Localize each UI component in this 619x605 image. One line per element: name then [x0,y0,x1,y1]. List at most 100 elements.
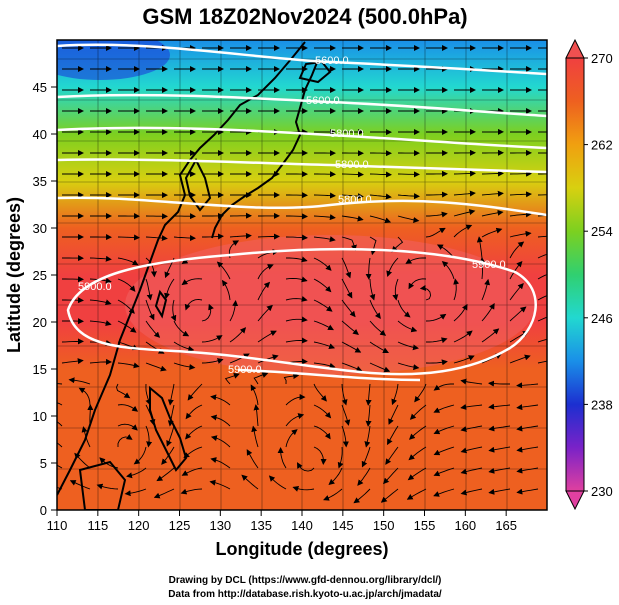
streamline [341,257,352,279]
streamline [184,298,203,311]
streamline [216,261,231,280]
streamline [285,337,308,344]
borneo-coastline [78,460,127,510]
colorbar-tick-label: 230 [591,484,613,499]
streamline [460,488,483,496]
streamline [537,235,547,238]
x-tick-label: 145 [332,518,354,533]
streamline [509,191,532,198]
streamline [170,299,177,322]
streamline [69,480,91,490]
contour-label-3: 5800.0 [330,128,364,140]
x-tick-label: 165 [495,518,517,533]
streamline [313,278,332,293]
streamline [481,303,495,322]
streamline [253,404,260,427]
contour-label-2: 5600.0 [306,95,340,107]
streamline [285,296,308,302]
streamline [341,215,364,222]
contour-label-1: 5600.0 [315,55,349,67]
contour-label-5: 5800.0 [338,194,372,206]
streamline [392,278,399,301]
y-tick-label: 0 [40,503,47,518]
contour-label-4: 5800.0 [335,159,369,171]
streamline [117,234,140,241]
streamline [61,338,84,345]
streamline [89,255,112,262]
streamline [117,434,133,447]
streamline [509,241,525,259]
contour-5600-south [57,93,547,118]
streamline [369,193,392,200]
streamline [488,467,511,474]
contour-label-8: 5900.0 [228,364,262,376]
streamline [369,278,376,301]
colorbar-tick-label: 238 [591,397,613,412]
streamline [153,488,175,499]
streamline [117,404,139,412]
streamline [117,257,139,266]
streamline [89,358,112,365]
contour-5600-north [57,43,547,76]
streamline [173,341,195,352]
streamline [313,257,332,271]
streamline [537,360,547,364]
streamline [145,257,157,278]
streamline [167,383,175,406]
streamline [365,257,372,280]
streamline [126,467,147,479]
streamline [277,447,287,469]
streamline [419,284,432,301]
streamline [268,475,287,490]
streamline [89,320,112,327]
streamline [369,362,391,373]
streamline [425,313,447,322]
streamline [516,446,539,453]
streamline [313,446,327,465]
streamline [433,446,455,456]
streamline [285,429,298,448]
streamline [509,306,527,322]
streamline [185,425,203,440]
streamline [156,467,175,482]
streamline [246,449,259,469]
streamline [453,303,468,322]
streamline [337,446,344,469]
streamline [285,393,306,406]
streamline [145,383,152,406]
streamline [406,488,427,500]
streamline [453,278,460,301]
y-tick-label: 40 [33,127,47,142]
y-tick-label: 35 [33,174,47,189]
x-tick-label: 125 [169,518,191,533]
y-tick-label: 30 [33,221,47,236]
streamline [460,378,483,385]
japan-coastline [211,59,319,239]
streamline [341,341,362,353]
streamline [391,236,404,253]
streamline [388,404,399,425]
streamline [369,320,387,336]
streamline [433,404,455,413]
streamline [313,320,334,331]
streamline [183,446,203,459]
streamline [453,190,476,197]
streamline [257,330,277,343]
streamline [365,404,372,427]
contour-5900-ring [66,247,537,376]
plot-area: 5600.0 5600.0 5800.0 5800.0 5800.0 5900.… [56,39,548,511]
y-tick-label: 25 [33,268,47,283]
streamline [509,230,532,238]
streamline [292,486,315,492]
y-tick-label: 15 [33,362,47,377]
streamline [341,320,359,336]
streamline [509,211,532,218]
streamline [285,413,305,427]
streamline [391,383,399,406]
streamline [164,278,175,300]
streamline [285,276,308,283]
streamline [286,256,308,263]
streamline [397,362,420,371]
x-tick-label: 140 [291,518,313,533]
asia-coastline [57,41,306,496]
